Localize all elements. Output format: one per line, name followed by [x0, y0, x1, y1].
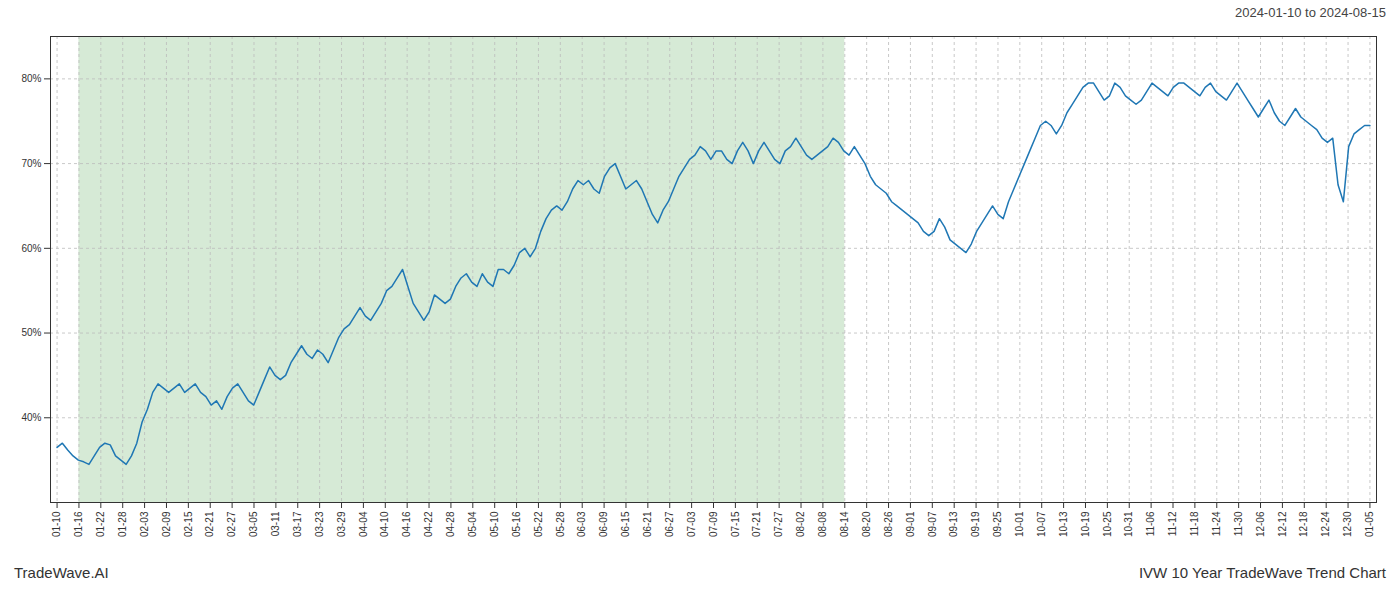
svg-text:03-23: 03-23 — [314, 511, 325, 537]
svg-text:09-01: 09-01 — [905, 511, 916, 537]
svg-text:11-06: 11-06 — [1145, 511, 1156, 536]
svg-text:12-12: 12-12 — [1277, 511, 1288, 537]
svg-text:02-09: 02-09 — [161, 511, 172, 537]
svg-text:70%: 70% — [21, 158, 41, 169]
html-text:TradeWave.AI: TradeWave.AI — [14, 563, 109, 581]
svg-text:06-09: 06-09 — [598, 511, 609, 537]
svg-text:10-13: 10-13 — [1058, 511, 1069, 537]
svg-text:04-16: 04-16 — [401, 511, 412, 537]
svg-text:06-03: 06-03 — [576, 511, 587, 537]
svg-text:02-27: 02-27 — [226, 511, 237, 537]
svg-text:08-02: 08-02 — [795, 511, 806, 537]
svg-text:11-12: 11-12 — [1167, 511, 1178, 536]
svg-text:01-10: 01-10 — [51, 511, 62, 537]
svg-text:02-03: 02-03 — [139, 511, 150, 537]
svg-text:11-30: 11-30 — [1233, 511, 1244, 536]
svg-text:80%: 80% — [21, 73, 41, 84]
svg-text:04-04: 04-04 — [358, 511, 369, 537]
svg-text:02-15: 02-15 — [183, 511, 194, 537]
svg-text:12-30: 12-30 — [1342, 511, 1353, 537]
svg-text:10-31: 10-31 — [1123, 511, 1134, 537]
svg-text:01-28: 01-28 — [117, 511, 128, 537]
svg-text:12-18: 12-18 — [1298, 511, 1309, 537]
svg-text:03-29: 03-29 — [336, 511, 347, 537]
svg-text:09-13: 09-13 — [948, 511, 959, 537]
svg-text:50%: 50% — [21, 327, 41, 338]
svg-text:07-21: 07-21 — [751, 511, 762, 537]
svg-text:08-08: 08-08 — [817, 511, 828, 537]
svg-text:05-04: 05-04 — [467, 511, 478, 537]
svg-text:09-25: 09-25 — [992, 511, 1003, 537]
svg-text:10-01: 10-01 — [1014, 511, 1025, 537]
svg-text:11-24: 11-24 — [1211, 511, 1222, 536]
svg-text:06-21: 06-21 — [642, 511, 653, 537]
svg-text:60%: 60% — [21, 243, 41, 254]
html-text:IVW 10 Year TradeWave Trend Ch: IVW 10 Year TradeWave Trend Chart — [1138, 563, 1386, 581]
svg-text:06-27: 06-27 — [664, 511, 675, 537]
svg-text:04-22: 04-22 — [423, 511, 434, 537]
svg-text:11-18: 11-18 — [1189, 511, 1200, 536]
svg-text:08-14: 08-14 — [839, 511, 850, 537]
svg-text:05-16: 05-16 — [511, 511, 522, 537]
svg-text:07-03: 07-03 — [686, 511, 697, 537]
html-text:2024-01-10 to 2024-08-15: 2024-01-10 to 2024-08-15 — [1234, 4, 1386, 20]
svg-text:05-28: 05-28 — [555, 511, 566, 537]
svg-text:10-19: 10-19 — [1080, 511, 1091, 537]
svg-text:40%: 40% — [21, 412, 41, 423]
svg-text:09-19: 09-19 — [970, 511, 981, 537]
svg-text:10-07: 10-07 — [1036, 511, 1047, 537]
svg-text:12-06: 12-06 — [1255, 511, 1266, 537]
svg-text:09-07: 09-07 — [927, 511, 938, 537]
svg-text:04-28: 04-28 — [445, 511, 456, 537]
svg-text:07-27: 07-27 — [773, 511, 784, 537]
svg-text:05-10: 05-10 — [489, 511, 500, 537]
svg-text:01-22: 01-22 — [95, 511, 106, 537]
svg-text:01-05: 01-05 — [1364, 511, 1375, 537]
svg-text:03-05: 03-05 — [248, 511, 259, 537]
svg-text:08-26: 08-26 — [883, 511, 894, 537]
svg-text:02-21: 02-21 — [204, 511, 215, 537]
svg-text:03-11: 03-11 — [270, 511, 281, 536]
svg-text:07-15: 07-15 — [730, 511, 741, 537]
svg-text:12-24: 12-24 — [1320, 511, 1331, 537]
svg-text:05-22: 05-22 — [533, 511, 544, 537]
svg-text:07-09: 07-09 — [708, 511, 719, 537]
svg-text:06-15: 06-15 — [620, 511, 631, 537]
svg-text:03-17: 03-17 — [292, 511, 303, 537]
svg-text:10-25: 10-25 — [1102, 511, 1113, 537]
svg-text:08-20: 08-20 — [861, 511, 872, 537]
svg-text:01-16: 01-16 — [73, 511, 84, 537]
svg-text:04-10: 04-10 — [379, 511, 390, 537]
